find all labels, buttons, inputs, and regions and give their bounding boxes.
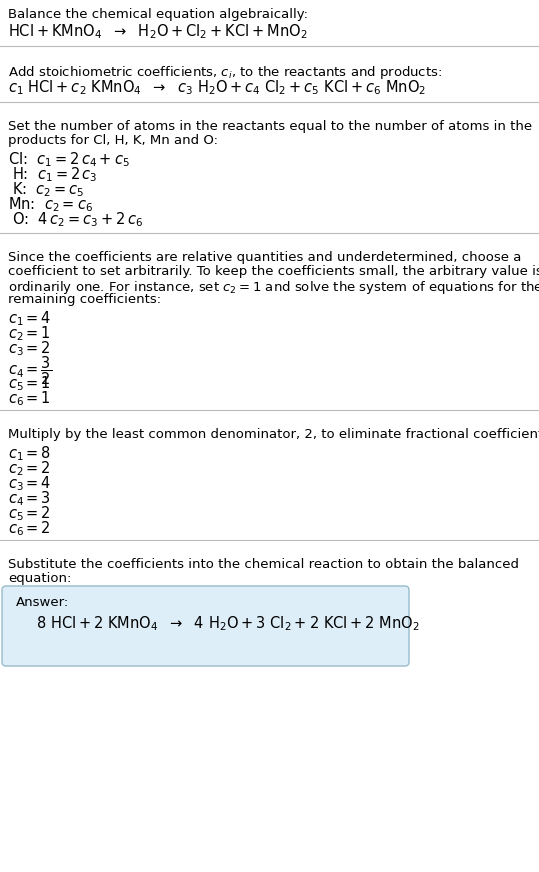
Text: $c_1 = 8$: $c_1 = 8$ bbox=[8, 444, 51, 463]
FancyBboxPatch shape bbox=[2, 586, 409, 666]
Text: H:  $c_1 = 2\,c_3$: H: $c_1 = 2\,c_3$ bbox=[12, 165, 98, 184]
Text: remaining coefficients:: remaining coefficients: bbox=[8, 293, 161, 306]
Text: Substitute the coefficients into the chemical reaction to obtain the balanced: Substitute the coefficients into the che… bbox=[8, 558, 519, 571]
Text: Answer:: Answer: bbox=[16, 596, 69, 609]
Text: products for Cl, H, K, Mn and O:: products for Cl, H, K, Mn and O: bbox=[8, 134, 218, 147]
Text: $c_6 = 2$: $c_6 = 2$ bbox=[8, 519, 51, 538]
Text: $\mathregular{8\ HCl + 2\ KMnO_4}$  $\mathregular{\rightarrow}$  $\mathregular{4: $\mathregular{8\ HCl + 2\ KMnO_4}$ $\mat… bbox=[36, 614, 420, 633]
Text: Add stoichiometric coefficients, $c_i$, to the reactants and products:: Add stoichiometric coefficients, $c_i$, … bbox=[8, 64, 442, 81]
Text: $c_4 = \dfrac{3}{2}$: $c_4 = \dfrac{3}{2}$ bbox=[8, 354, 52, 386]
Text: ordinarily one. For instance, set $c_2 = 1$ and solve the system of equations fo: ordinarily one. For instance, set $c_2 =… bbox=[8, 279, 539, 296]
Text: $c_1\ \mathregular{HCl} + c_2\ \mathregular{KMnO_4}$  $\mathregular{\rightarrow}: $c_1\ \mathregular{HCl} + c_2\ \mathregu… bbox=[8, 78, 426, 97]
Text: $c_5 = 1$: $c_5 = 1$ bbox=[8, 374, 51, 392]
Text: $\mathregular{HCl + KMnO_4}$  $\mathregular{\rightarrow}$  $\mathregular{H_2O + : $\mathregular{HCl + KMnO_4}$ $\mathregul… bbox=[8, 22, 308, 41]
Text: Set the number of atoms in the reactants equal to the number of atoms in the: Set the number of atoms in the reactants… bbox=[8, 120, 532, 133]
Text: Since the coefficients are relative quantities and underdetermined, choose a: Since the coefficients are relative quan… bbox=[8, 251, 521, 264]
Text: $c_3 = 4$: $c_3 = 4$ bbox=[8, 474, 51, 493]
Text: coefficient to set arbitrarily. To keep the coefficients small, the arbitrary va: coefficient to set arbitrarily. To keep … bbox=[8, 265, 539, 278]
Text: $c_3 = 2$: $c_3 = 2$ bbox=[8, 339, 51, 358]
Text: Balance the chemical equation algebraically:: Balance the chemical equation algebraica… bbox=[8, 8, 308, 21]
Text: $c_5 = 2$: $c_5 = 2$ bbox=[8, 504, 51, 522]
Text: $c_4 = 3$: $c_4 = 3$ bbox=[8, 489, 51, 508]
Text: $c_2 = 2$: $c_2 = 2$ bbox=[8, 459, 51, 478]
Text: Multiply by the least common denominator, 2, to eliminate fractional coefficient: Multiply by the least common denominator… bbox=[8, 428, 539, 441]
Text: equation:: equation: bbox=[8, 572, 71, 585]
Text: $c_2 = 1$: $c_2 = 1$ bbox=[8, 324, 51, 343]
Text: Cl:  $c_1 = 2\,c_4 + c_5$: Cl: $c_1 = 2\,c_4 + c_5$ bbox=[8, 150, 130, 168]
Text: O:  $4\,c_2 = c_3 + 2\,c_6$: O: $4\,c_2 = c_3 + 2\,c_6$ bbox=[12, 210, 143, 228]
Text: $c_1 = 4$: $c_1 = 4$ bbox=[8, 309, 51, 328]
Text: Mn:  $c_2 = c_6$: Mn: $c_2 = c_6$ bbox=[8, 195, 93, 214]
Text: $c_6 = 1$: $c_6 = 1$ bbox=[8, 389, 51, 408]
Text: K:  $c_2 = c_5$: K: $c_2 = c_5$ bbox=[12, 180, 85, 199]
